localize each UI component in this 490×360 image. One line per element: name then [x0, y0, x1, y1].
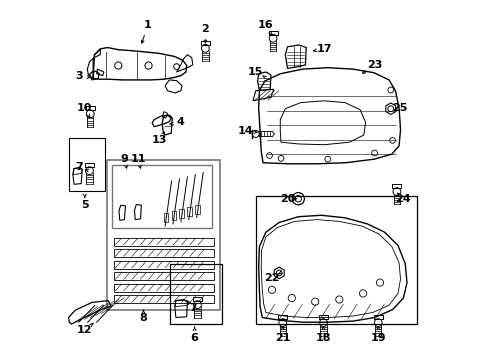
Text: 23: 23 — [367, 60, 382, 70]
Bar — [187, 207, 192, 216]
Bar — [269, 31, 278, 35]
Bar — [196, 205, 199, 214]
Text: 24: 24 — [395, 194, 411, 204]
Text: 2: 2 — [201, 24, 209, 34]
Text: 4: 4 — [176, 117, 184, 127]
Bar — [107, 160, 220, 310]
Bar — [114, 272, 214, 280]
Text: 15: 15 — [248, 67, 264, 77]
Bar — [172, 211, 176, 220]
Text: 1: 1 — [144, 20, 152, 30]
Text: 8: 8 — [140, 312, 147, 323]
Bar — [69, 138, 104, 191]
Bar — [201, 41, 210, 45]
Bar — [112, 165, 212, 228]
Text: 16: 16 — [258, 20, 274, 30]
Bar — [114, 249, 214, 257]
Bar — [114, 284, 214, 292]
Text: 10: 10 — [77, 103, 93, 113]
Bar — [278, 315, 287, 319]
Bar — [256, 196, 417, 324]
Bar — [319, 315, 328, 319]
Text: 21: 21 — [275, 333, 291, 343]
Text: 18: 18 — [316, 333, 331, 343]
Text: 11: 11 — [131, 154, 147, 164]
Bar — [170, 264, 222, 324]
Text: 6: 6 — [191, 333, 198, 343]
Text: 5: 5 — [81, 200, 89, 210]
Bar — [114, 261, 214, 269]
Text: 9: 9 — [121, 154, 128, 164]
Text: 7: 7 — [189, 303, 196, 313]
Bar — [114, 295, 214, 303]
Text: 25: 25 — [392, 103, 408, 113]
Bar — [164, 213, 168, 222]
Text: 7: 7 — [75, 162, 83, 172]
Bar — [193, 297, 202, 301]
Text: 22: 22 — [264, 273, 280, 283]
Text: 12: 12 — [77, 325, 93, 336]
Bar — [374, 315, 383, 319]
Bar — [114, 238, 214, 246]
Text: 3: 3 — [75, 71, 83, 81]
Text: 19: 19 — [370, 333, 386, 343]
Text: 17: 17 — [317, 44, 332, 54]
Bar — [392, 184, 401, 188]
Text: 13: 13 — [151, 135, 167, 145]
Bar — [86, 106, 95, 110]
Bar — [179, 209, 184, 218]
Bar — [85, 163, 94, 167]
Text: 14: 14 — [238, 126, 253, 136]
Text: 20: 20 — [280, 194, 295, 204]
